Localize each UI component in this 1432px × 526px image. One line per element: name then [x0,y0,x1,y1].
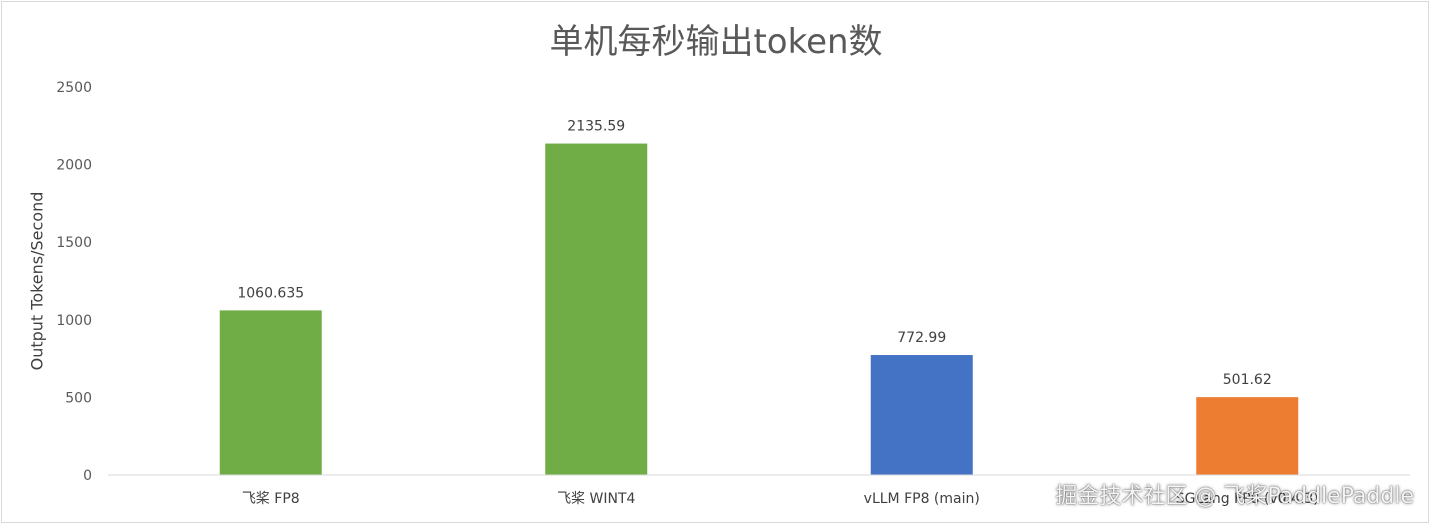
bar [545,143,648,475]
y-tick-label: 2500 [56,80,92,96]
bar [1196,397,1299,475]
watermark: 掘金技术社区 @ 飞桨PaddlePaddle [1055,484,1414,509]
bar [219,310,322,475]
y-tick-label: 1000 [56,313,92,329]
data-label: 772.99 [897,330,946,346]
x-tick-label: 飞桨 FP8 [242,490,300,507]
chart-title: 单机每秒输出token数 [549,22,883,62]
x-tick-label: SGLang FP8 (v0.4.3) [1176,491,1319,507]
y-tick-label: 0 [83,468,92,484]
y-tick-label: 500 [65,390,92,406]
data-label: 501.62 [1223,372,1272,388]
x-tick-label: vLLM FP8 (main) [864,491,980,507]
x-tick-label: 飞桨 WINT4 [557,490,635,507]
data-label: 2135.59 [567,119,625,135]
y-tick-label: 1500 [56,235,92,251]
data-label: 1060.635 [237,285,304,301]
y-tick-label: 2000 [56,158,92,174]
bar [870,355,973,475]
